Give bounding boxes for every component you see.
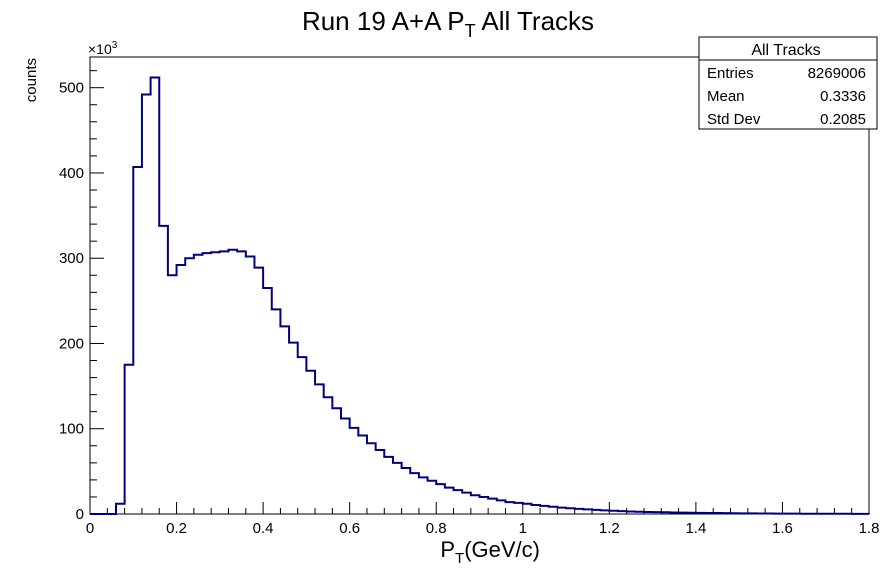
chart-title-rest: All Tracks xyxy=(476,6,594,36)
x-tick-label: 0 xyxy=(86,520,94,537)
x-tick-label: 1.2 xyxy=(599,520,620,537)
x-tick-label: 1 xyxy=(519,520,527,537)
stats-value-mean: 0.3336 xyxy=(820,88,866,105)
y-axis-multiplier: ×103 xyxy=(88,40,118,57)
plot-frame xyxy=(89,56,870,515)
stats-value-entries: 8269006 xyxy=(808,65,866,82)
y-axis-label: counts xyxy=(23,58,40,102)
y-multiplier-exp: 3 xyxy=(112,40,118,51)
stats-value-stddev: 0.2085 xyxy=(820,111,866,128)
x-tick-label: 1.4 xyxy=(685,520,706,537)
stats-label-entries: Entries xyxy=(707,65,754,82)
chart-title: Run 19 A+A PT All Tracks xyxy=(302,6,594,41)
y-tick-label: 200 xyxy=(59,335,84,352)
stats-box-title: All Tracks xyxy=(751,42,820,59)
y-multiplier-base: ×10 xyxy=(88,41,112,57)
stats-label-mean: Mean xyxy=(707,88,745,105)
y-tick-label: 100 xyxy=(59,421,84,438)
axis-ticks xyxy=(89,70,870,515)
stats-box-frame xyxy=(698,36,878,130)
axis-tick-labels: 0 0.2 0.4 0.6 0.8 1 1.2 1.4 1.6 1.8 0 100 200 300 400 5… xyxy=(59,80,879,537)
chart-title-main: Run 19 A+A P xyxy=(302,6,465,36)
stats-label-stddev: Std Dev xyxy=(707,111,761,128)
x-tick-label: 0.2 xyxy=(166,520,187,537)
x-axis-label-main: P xyxy=(440,537,455,562)
histogram-series-line xyxy=(90,76,870,515)
y-tick-label: 0 xyxy=(76,506,84,523)
x-tick-label: 0.8 xyxy=(426,520,447,537)
x-axis-label-sub: T xyxy=(455,550,464,567)
x-axis-label: PT(GeV/c) xyxy=(440,537,540,567)
stats-box: All Tracks Entries 8269006 Mean 0.3336 S… xyxy=(698,36,878,130)
y-tick-label: 500 xyxy=(59,80,84,97)
x-tick-label: 0.4 xyxy=(253,520,274,537)
x-tick-label: 1.6 xyxy=(772,520,793,537)
y-tick-label: 400 xyxy=(59,165,84,182)
x-axis-label-rest: (GeV/c) xyxy=(464,537,540,562)
y-tick-label: 300 xyxy=(59,250,84,267)
x-tick-label: 0.6 xyxy=(339,520,360,537)
x-tick-label: 1.8 xyxy=(859,520,880,537)
chart-title-sub: T xyxy=(465,21,476,41)
